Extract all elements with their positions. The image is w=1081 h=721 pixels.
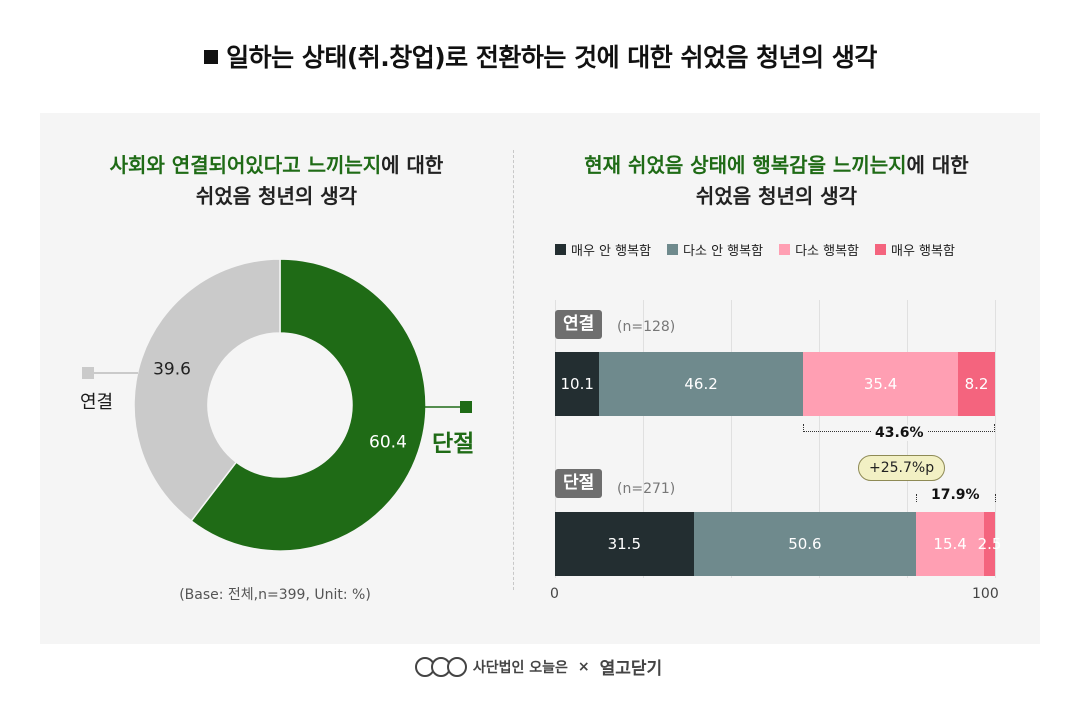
group-n-disconnected: (n=271) [617, 481, 676, 497]
bar-row-disconnected: 31.5 50.6 15.4 2.5 [555, 512, 1001, 576]
panel-divider [513, 150, 514, 590]
marker-square-disconnected [460, 401, 472, 413]
donut-slice-disconnected [190, 258, 427, 552]
legend-swatch [667, 244, 679, 255]
org-logo-icon [414, 656, 467, 677]
collab-mark: × [577, 658, 590, 675]
x-tick-label-min: 0 [550, 586, 559, 602]
bar-value-label: 2.5 [977, 535, 1002, 553]
happy-total-bracket-disconnected-right [995, 494, 996, 502]
right-title-line2: 쉬었음 청년의 생각 [695, 184, 858, 208]
left-title-line2: 쉬었음 청년의 생각 [195, 184, 358, 208]
donut-slice-connected [133, 258, 281, 522]
square-bullet-icon [204, 50, 219, 64]
footer-credits: 사단법인 오늘은 × 열고닫기 [0, 654, 1081, 679]
bar-segment-somewhat-unhappy: 46.2 [599, 352, 803, 416]
marker-square-connected [82, 367, 94, 379]
bar-segment-very-unhappy: 31.5 [555, 512, 694, 576]
legend-item-very-unhappy: 매우 안 행복함 [555, 240, 651, 259]
legend-swatch [875, 244, 886, 255]
bar-segment-very-happy: 2.5 [978, 512, 1001, 576]
legend-item-somewhat-unhappy: 다소 안 행복함 [667, 240, 763, 259]
gridline [731, 300, 732, 578]
left-title-highlight: 사회와 연결되어있다고 느끼는지 [109, 153, 382, 177]
bar-value-label: 31.5 [607, 535, 641, 553]
bar-value-label: 8.2 [964, 375, 989, 393]
donut-chart: 60.4 39.6 [82, 258, 472, 552]
happy-total-connected-label: 43.6% [872, 425, 927, 441]
group-tag-disconnected: 단절 [555, 469, 603, 498]
donut-legend-label-disconnected: 단절 [432, 431, 475, 457]
base-note: (Base: 전체,n=399, Unit: %) [179, 587, 371, 603]
bar-value-label: 15.4 [933, 535, 967, 553]
gridline [555, 300, 556, 578]
legend-swatch [555, 244, 566, 255]
page-title: 일하는 상태(취.창업)로 전환하는 것에 대한 쉬었음 청년의 생각 [0, 38, 1081, 74]
difference-badge: +25.7%p [858, 455, 946, 481]
gridline [995, 300, 996, 578]
org-name: 사단법인 오늘은 [472, 659, 568, 676]
left-chart-title: 사회와 연결되어있다고 느끼는지에 대한 쉬었음 청년의 생각 [40, 150, 513, 212]
bar-segment-very-happy: 8.2 [958, 352, 995, 416]
left-title-rest: 에 대한 [381, 153, 444, 177]
bar-value-label: 50.6 [788, 535, 822, 553]
bar-segment-somewhat-happy: 15.4 [916, 512, 984, 576]
right-title-highlight: 현재 쉬었음 상태에 행복감을 느끼는지 [584, 153, 907, 177]
partner-name: 열고닫기 [599, 659, 663, 679]
right-title-rest: 에 대한 [906, 153, 969, 177]
legend-item-somewhat-happy: 다소 행복함 [779, 240, 859, 259]
donut-value-label: 60.4 [369, 433, 407, 453]
group-n-connected: (n=128) [617, 319, 676, 335]
x-tick-label-max: 100 [972, 586, 999, 602]
legend-swatch [779, 244, 791, 255]
chart-legend: 매우 안 행복함 다소 안 행복함 다소 행복함 매우 행복함 [555, 240, 955, 259]
bar-value-label: 46.2 [684, 375, 718, 393]
gridline [643, 300, 644, 578]
bar-segment-somewhat-happy: 35.4 [802, 352, 959, 416]
legend-item-very-happy: 매우 행복함 [875, 240, 955, 259]
happy-total-disconnected-label: 17.9% [928, 487, 983, 503]
donut-legend-label-connected: 연결 [80, 392, 114, 413]
bar-value-label: 10.1 [560, 375, 594, 393]
bar-segment-very-unhappy: 10.1 [555, 352, 600, 416]
bar-segment-somewhat-unhappy: 50.6 [693, 512, 917, 576]
bar-value-label: 35.4 [863, 375, 898, 393]
group-tag-connected: 연결 [555, 310, 603, 339]
right-chart-title: 현재 쉬었음 상태에 행복감을 느끼는지에 대한 쉬었음 청년의 생각 [513, 150, 1040, 212]
donut-value-label: 39.6 [153, 359, 191, 379]
happy-total-bracket-disconnected-left [916, 494, 917, 502]
bar-row-connected: 10.1 46.2 35.4 8.2 [555, 352, 995, 416]
gridline [819, 300, 820, 578]
